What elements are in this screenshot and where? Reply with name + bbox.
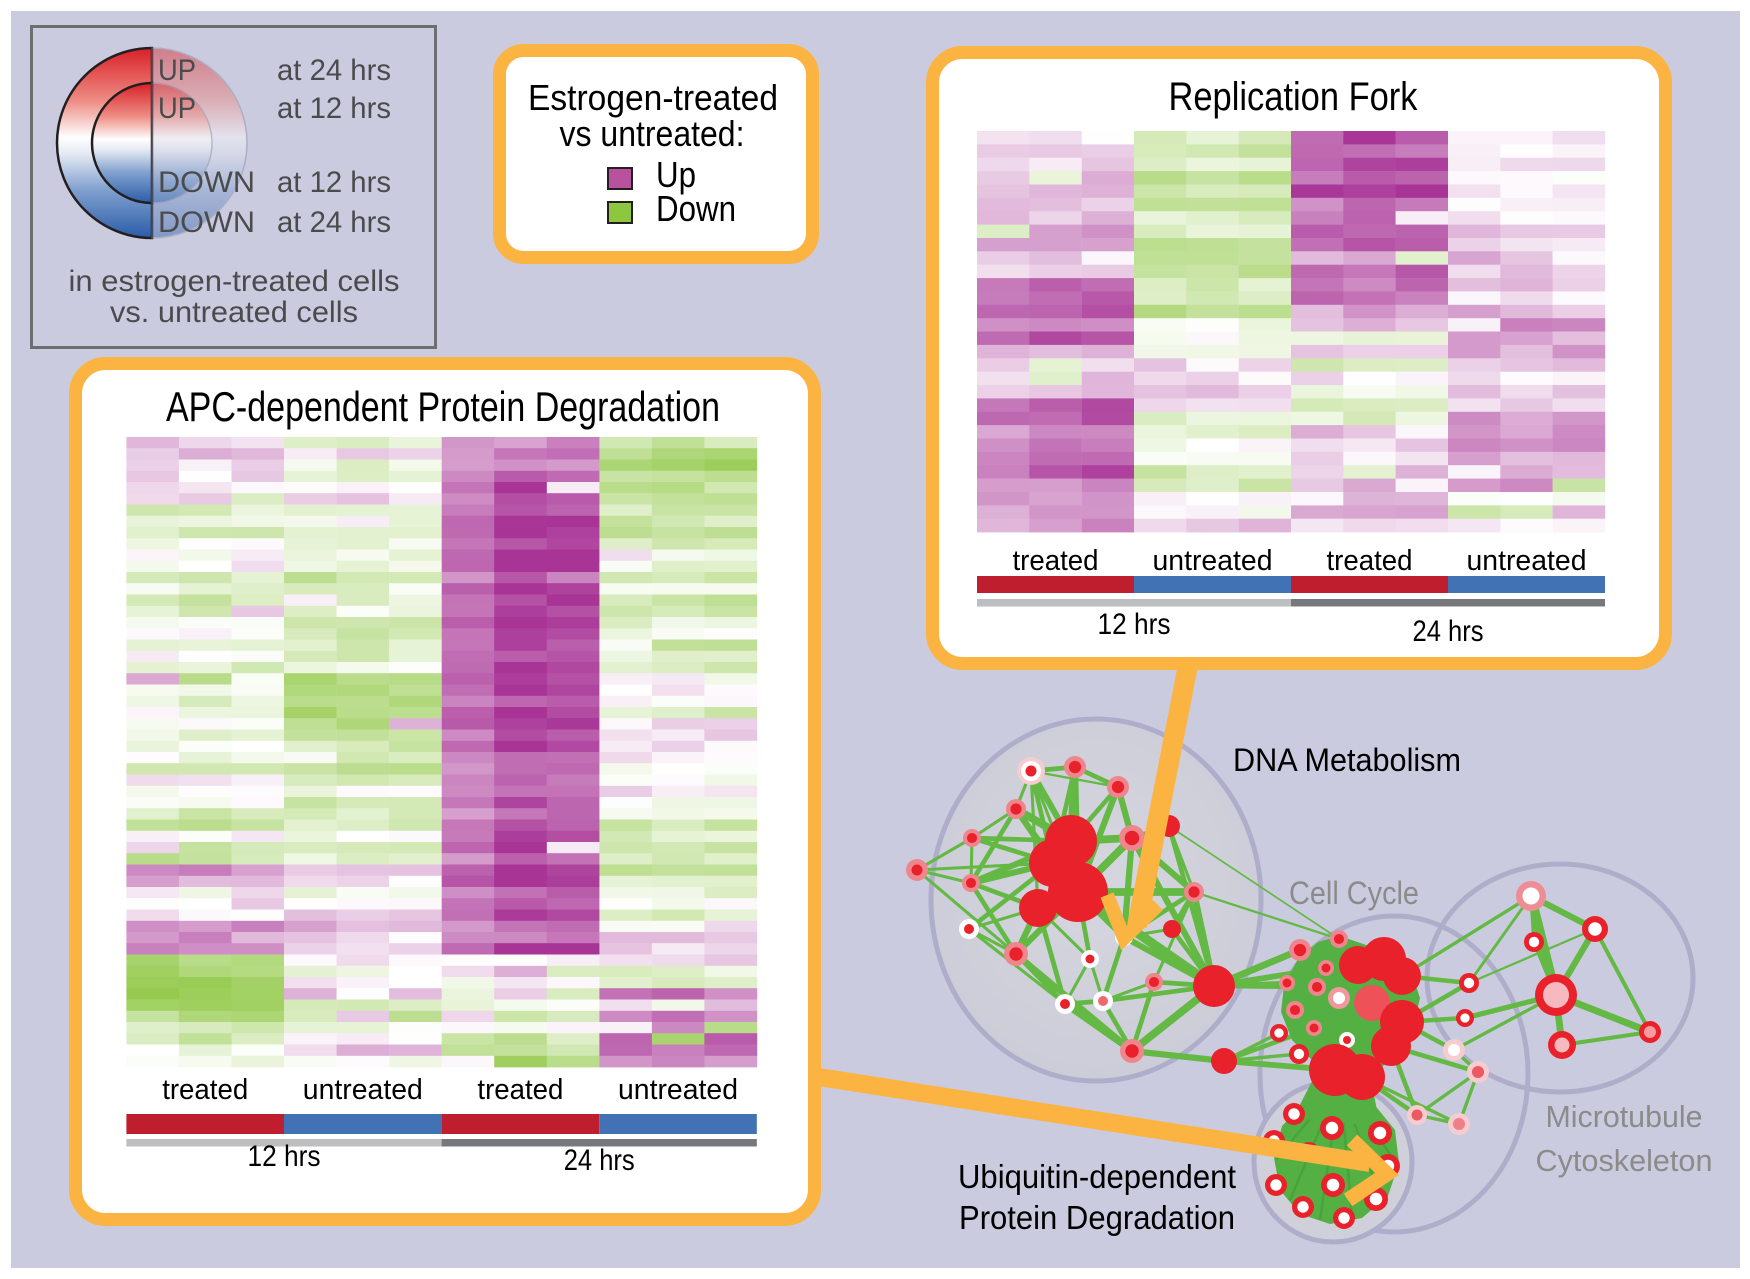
svg-text:treated: treated — [1327, 545, 1413, 577]
svg-text:untreated: untreated — [618, 1074, 738, 1106]
svg-text:DNA Metabolism: DNA Metabolism — [1233, 742, 1461, 778]
svg-text:12 hrs: 12 hrs — [1098, 608, 1171, 641]
svg-text:treated: treated — [477, 1074, 563, 1106]
svg-text:Cytoskeleton: Cytoskeleton — [1536, 1143, 1713, 1178]
svg-text:at 24 hrs: at 24 hrs — [277, 206, 391, 239]
svg-text:Estrogen-treated: Estrogen-treated — [528, 77, 778, 118]
svg-text:Down: Down — [656, 188, 736, 229]
svg-text:at 12 hrs: at 12 hrs — [277, 166, 391, 199]
svg-text:UP: UP — [158, 54, 196, 87]
svg-text:untreated: untreated — [303, 1074, 423, 1106]
svg-text:untreated: untreated — [1153, 545, 1273, 577]
svg-text:Cell Cycle: Cell Cycle — [1289, 875, 1419, 911]
svg-text:at 12 hrs: at 12 hrs — [277, 92, 391, 125]
svg-text:12 hrs: 12 hrs — [248, 1140, 321, 1173]
svg-text:Protein Degradation: Protein Degradation — [959, 1199, 1235, 1236]
svg-text:APC-dependent Protein Degradat: APC-dependent Protein Degradation — [166, 383, 720, 430]
svg-text:untreated: untreated — [1467, 545, 1587, 577]
svg-text:UP: UP — [158, 92, 196, 125]
svg-text:Microtubule: Microtubule — [1546, 1099, 1703, 1134]
svg-text:at 24 hrs: at 24 hrs — [277, 54, 391, 87]
svg-text:DOWN: DOWN — [158, 206, 255, 239]
svg-text:in estrogen-treated cells: in estrogen-treated cells — [69, 265, 400, 298]
svg-text:vs. untreated cells: vs. untreated cells — [110, 296, 358, 329]
svg-text:Replication Fork: Replication Fork — [1169, 75, 1419, 119]
svg-text:24 hrs: 24 hrs — [1413, 615, 1484, 648]
svg-text:DOWN: DOWN — [158, 166, 255, 199]
svg-text:Ubiquitin-dependent: Ubiquitin-dependent — [958, 1158, 1236, 1195]
svg-text:24 hrs: 24 hrs — [564, 1144, 635, 1177]
svg-text:treated: treated — [162, 1074, 248, 1106]
svg-text:treated: treated — [1013, 545, 1099, 577]
svg-text:Up: Up — [656, 154, 696, 195]
svg-text:vs untreated:: vs untreated: — [560, 113, 745, 154]
